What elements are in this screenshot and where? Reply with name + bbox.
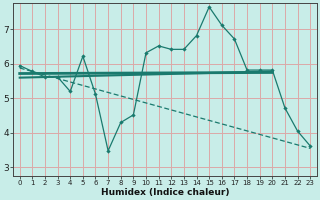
X-axis label: Humidex (Indice chaleur): Humidex (Indice chaleur) xyxy=(101,188,229,197)
